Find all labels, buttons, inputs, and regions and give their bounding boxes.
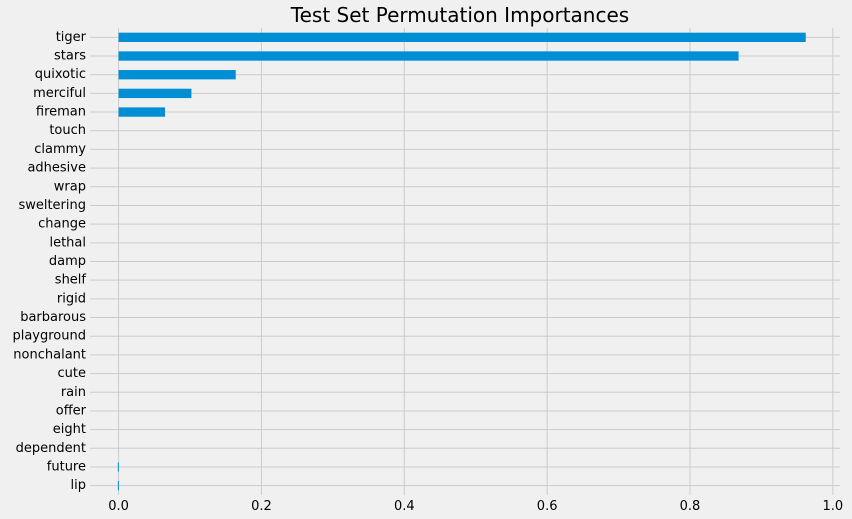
y-tick-label-eight: eight: [53, 422, 86, 437]
chart-title: Test Set Permutation Importances: [290, 3, 629, 27]
bars: [117, 32, 806, 491]
bar-lip: [117, 480, 119, 491]
y-tick-label-sweltering: sweltering: [18, 198, 86, 213]
y-tick-label-quixotic: quixotic: [35, 67, 86, 82]
y-tick-label-change: change: [38, 217, 86, 232]
y-tick-label-lip: lip: [71, 478, 86, 493]
bar-quixotic: [118, 70, 236, 80]
bar-stars: [118, 51, 739, 61]
bar-fireman: [118, 107, 165, 117]
y-tick-label-touch: touch: [49, 123, 86, 138]
y-tick-label-fireman: fireman: [36, 105, 86, 120]
x-tick-label-4: 0.8: [680, 499, 701, 514]
y-tick-label-barbarous: barbarous: [20, 310, 86, 325]
y-tick-label-damp: damp: [49, 254, 86, 269]
y-tick-label-clammy: clammy: [34, 142, 86, 157]
y-tick-label-cute: cute: [58, 366, 86, 381]
x-tick-label-1: 0.2: [251, 499, 272, 514]
y-tick-label-shelf: shelf: [55, 273, 87, 288]
x-tick-label-5: 1.0: [823, 499, 844, 514]
bar-future: [117, 462, 119, 472]
y-tick-label-nonchalant: nonchalant: [13, 347, 86, 362]
y-tick-label-rain: rain: [61, 385, 86, 400]
y-tick-label-tiger: tiger: [56, 30, 87, 45]
y-tick-label-lethal: lethal: [49, 235, 86, 250]
bar-tiger: [118, 32, 806, 43]
y-tick-label-stars: stars: [54, 49, 86, 64]
x-tick-label-2: 0.4: [394, 499, 415, 514]
bar-merciful: [118, 88, 192, 99]
y-tick-label-offer: offer: [56, 403, 87, 418]
y-tick-label-playground: playground: [12, 329, 86, 344]
x-tick-label-3: 0.6: [537, 499, 558, 514]
y-tick-label-future: future: [47, 459, 86, 474]
x-tick-label-0: 0.0: [108, 499, 129, 514]
x-tick-labels: 0.0 0.2 0.4 0.6 0.8 1.0: [108, 499, 843, 514]
y-tick-label-merciful: merciful: [33, 86, 86, 101]
y-tick-label-wrap: wrap: [54, 179, 86, 194]
y-tick-label-dependent: dependent: [16, 441, 86, 456]
y-tick-label-adhesive: adhesive: [27, 161, 86, 176]
y-tick-labels: tiger stars quixotic merciful fireman touch cl…: [12, 30, 86, 493]
y-tick-label-rigid: rigid: [57, 291, 86, 306]
